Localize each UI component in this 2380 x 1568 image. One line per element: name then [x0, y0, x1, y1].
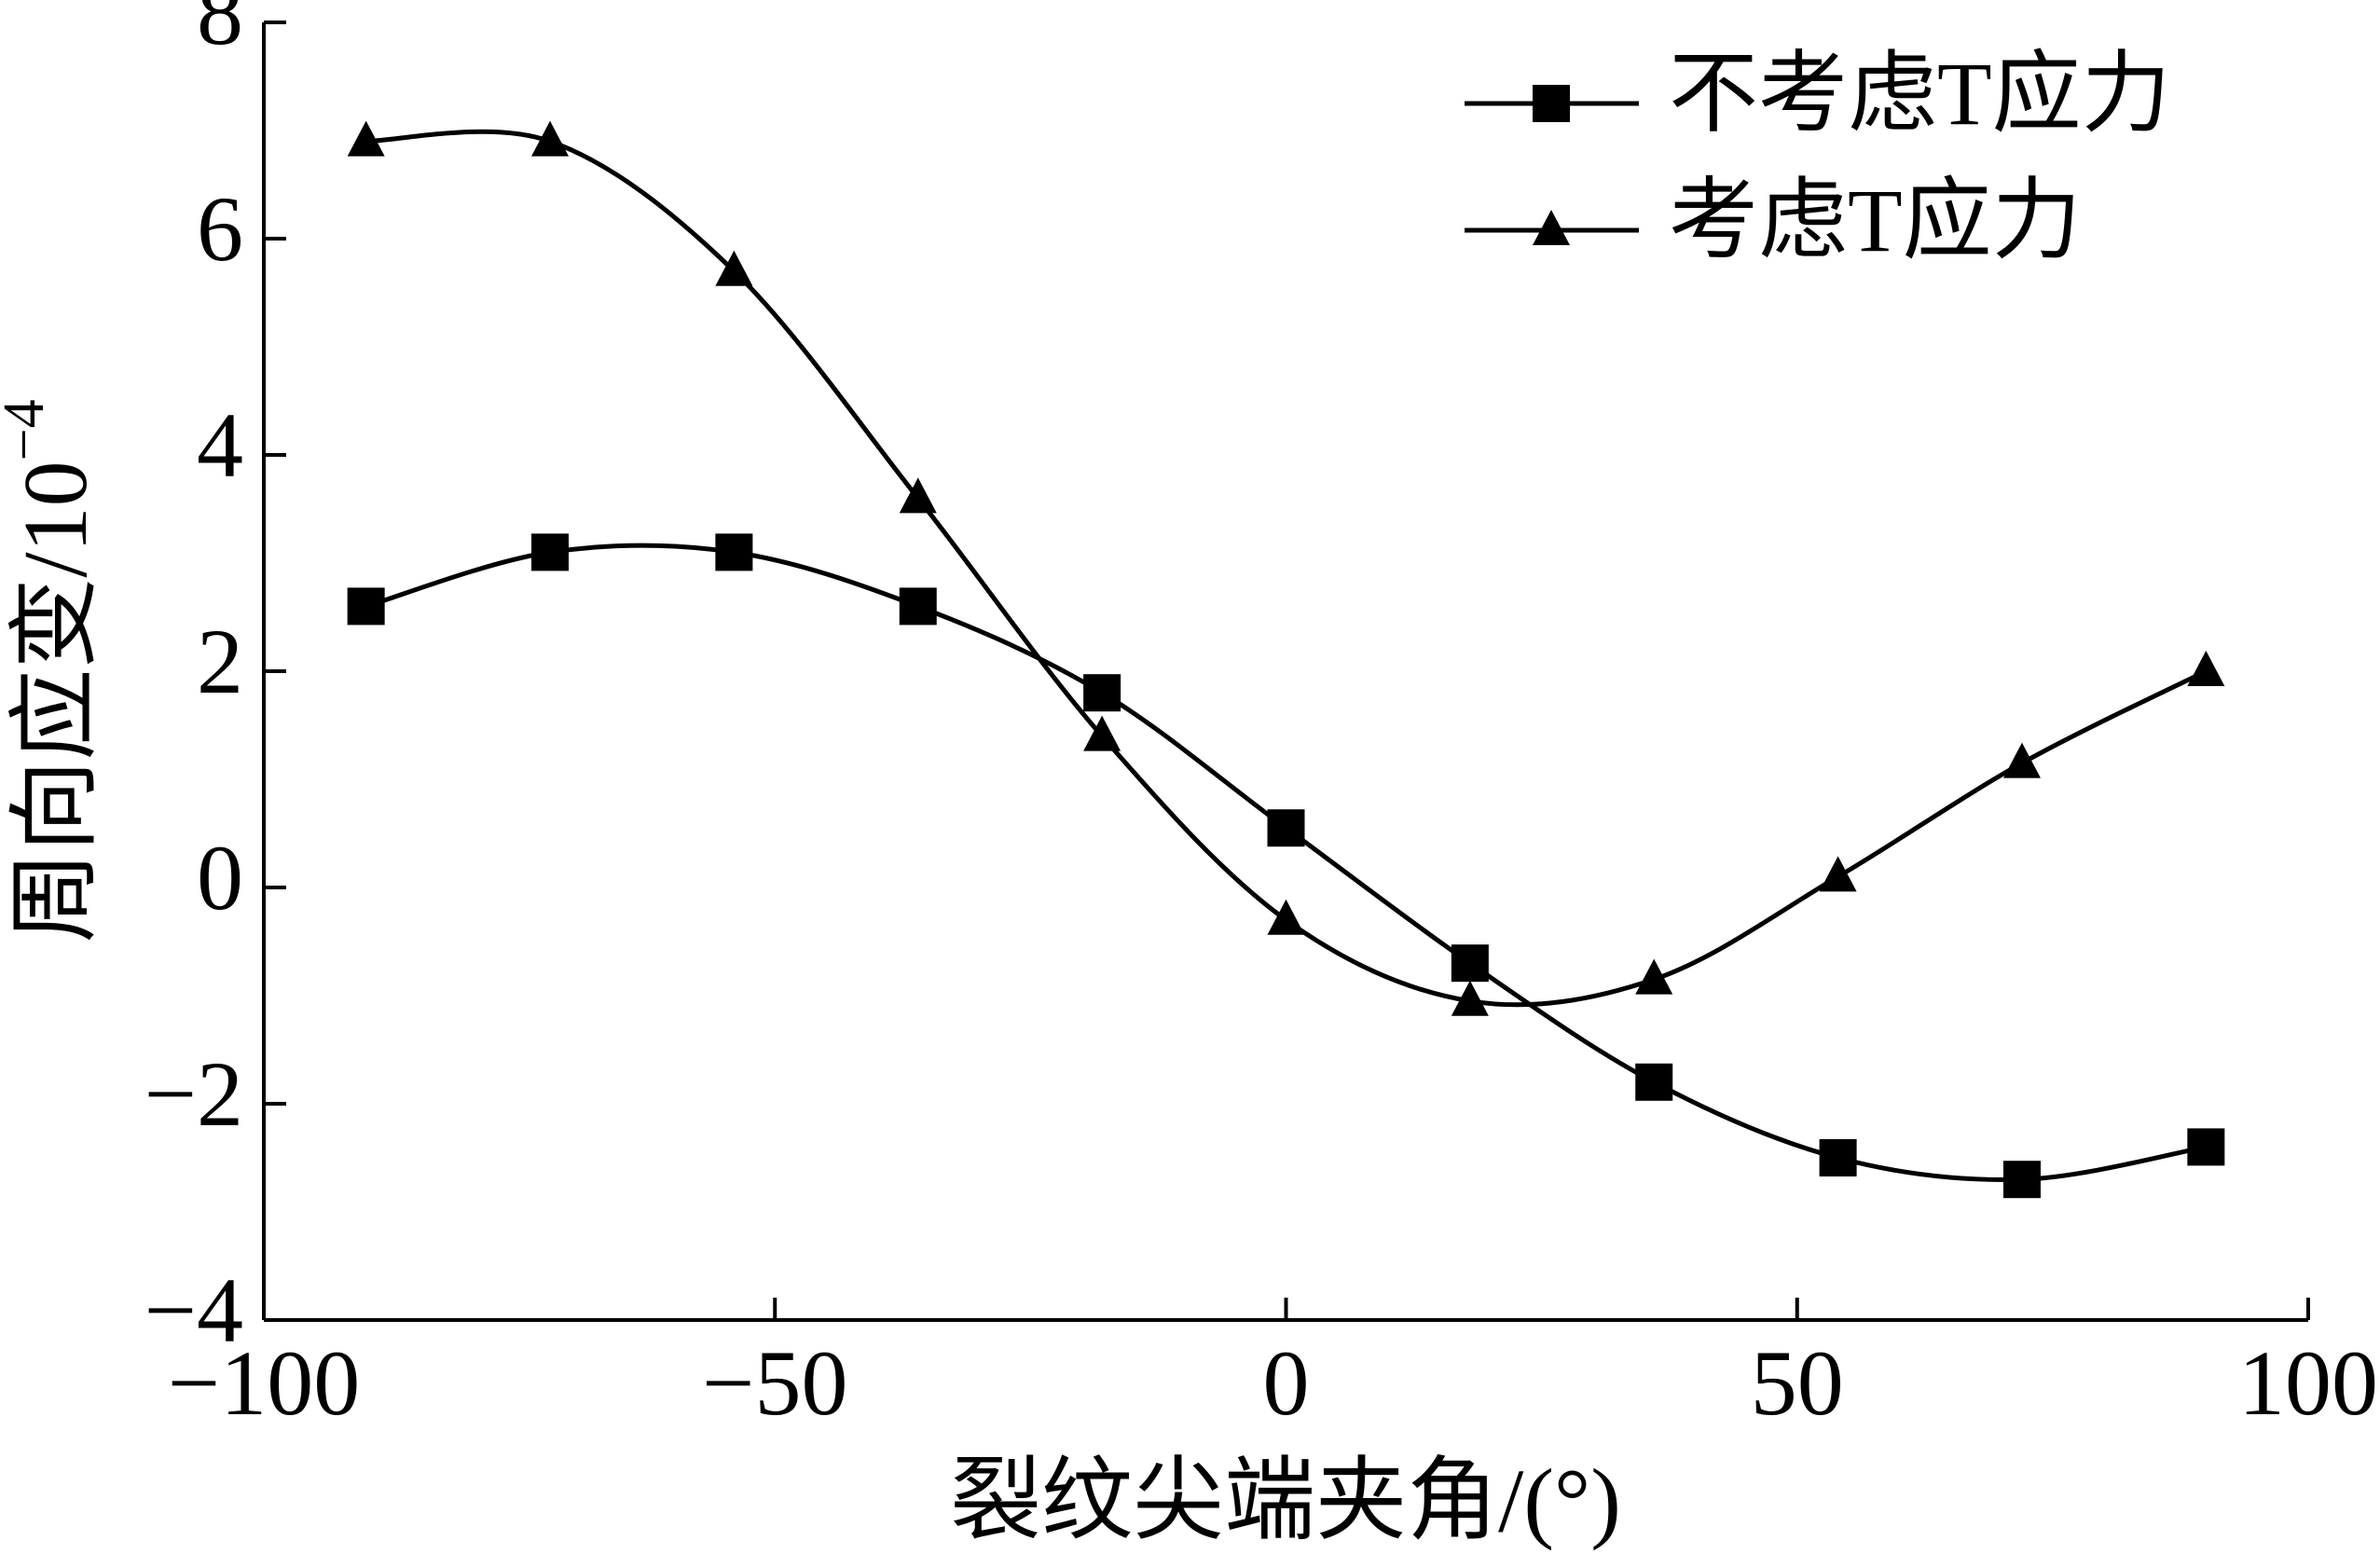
- x-tick-label: −100: [168, 1331, 360, 1435]
- marker-triangle: [1819, 856, 1857, 892]
- x-tick-label: 100: [2238, 1331, 2378, 1435]
- marker-square: [347, 587, 385, 626]
- marker-square: [899, 587, 937, 626]
- marker-square: [1451, 944, 1489, 983]
- marker-square: [2002, 1161, 2041, 1199]
- x-tick-label: 0: [1263, 1331, 1310, 1435]
- marker-triangle: [2187, 651, 2225, 686]
- marker-triangle: [1635, 958, 1673, 995]
- x-tick-label: −50: [702, 1331, 847, 1435]
- marker-square: [1819, 1139, 1857, 1176]
- marker-triangle: [347, 120, 385, 157]
- marker-square: [1083, 674, 1121, 712]
- marker-triangle: [715, 250, 753, 286]
- series-line: [365, 543, 2207, 1182]
- y-tick-label: −4: [144, 1259, 243, 1362]
- x-tick-label: 50: [1751, 1331, 1844, 1435]
- marker-triangle: [1083, 715, 1121, 751]
- marker-triangle: [899, 477, 937, 514]
- y-axis-label-exponent: −4: [0, 399, 56, 461]
- series-line: [365, 129, 2208, 1008]
- marker-triangle: [1451, 980, 1489, 1016]
- marker-triangle: [2002, 742, 2041, 778]
- marker-triangle: [1267, 899, 1305, 935]
- y-tick-label: 6: [197, 177, 243, 281]
- marker-square: [531, 533, 570, 571]
- y-tick-label: 0: [197, 826, 243, 929]
- y-axis-label-text: 周向应变/10: [6, 461, 106, 942]
- marker-square: [1267, 809, 1305, 847]
- y-axis-label: 周向应变/10−4: [0, 399, 106, 942]
- marker-triangle: [531, 120, 570, 157]
- y-tick-label: 8: [197, 0, 243, 64]
- y-tick-label: −2: [144, 1042, 243, 1146]
- marker-triangle: [1533, 210, 1570, 245]
- marker-square: [1635, 1063, 1673, 1101]
- y-tick-label: 2: [197, 610, 243, 713]
- legend-label: 考虑T应力: [1669, 171, 2082, 270]
- x-axis-label: 裂纹尖端夹角/(°): [950, 1451, 1621, 1551]
- marker-square: [2187, 1128, 2225, 1166]
- marker-square: [1533, 85, 1570, 122]
- legend-label: 不考虑T应力: [1669, 44, 2171, 144]
- marker-square: [715, 533, 753, 571]
- y-tick-label: 4: [197, 393, 243, 497]
